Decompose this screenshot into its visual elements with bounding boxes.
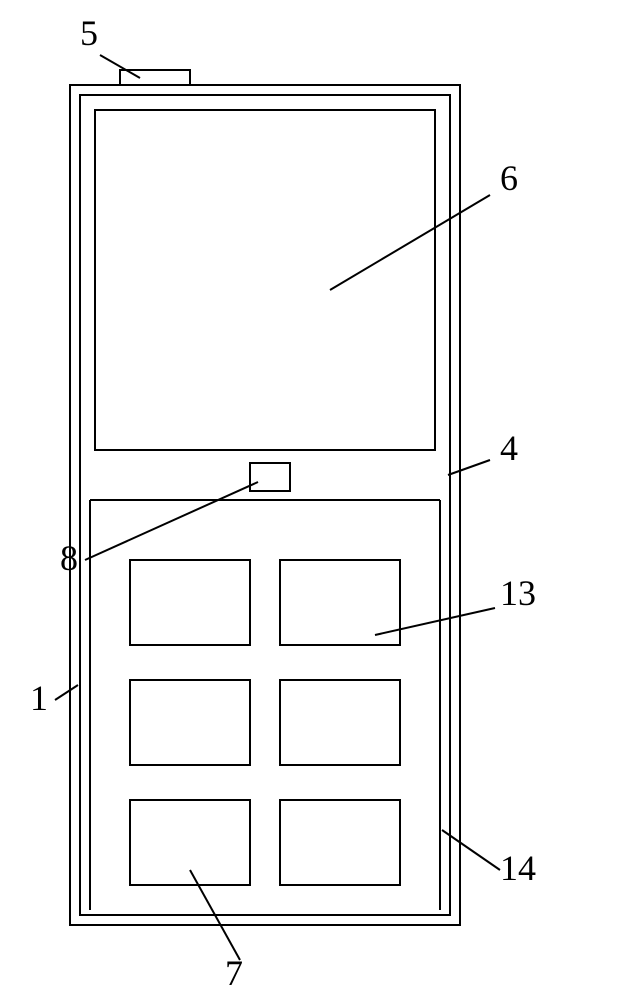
keypad-key xyxy=(280,680,400,765)
part-label-14: 14 xyxy=(500,848,536,888)
leader-line-8 xyxy=(85,482,258,560)
part-label-6: 6 xyxy=(500,158,518,198)
part-label-8: 8 xyxy=(60,538,78,578)
keypad-key xyxy=(130,800,250,885)
device-outer-shell xyxy=(70,85,460,925)
center-small-button xyxy=(250,463,290,491)
keypad-key xyxy=(280,560,400,645)
leader-line-4 xyxy=(448,460,490,475)
leader-line-6 xyxy=(330,195,490,290)
part-label-7: 7 xyxy=(225,953,243,993)
device-inner-shell xyxy=(80,95,450,915)
part-label-13: 13 xyxy=(500,573,536,613)
part-label-4: 4 xyxy=(500,428,518,468)
keypad-key xyxy=(130,680,250,765)
leader-line-1 xyxy=(55,685,78,700)
leader-line-13 xyxy=(375,608,495,635)
part-label-5: 5 xyxy=(80,13,98,53)
part-label-1: 1 xyxy=(30,678,48,718)
screen-area xyxy=(95,110,435,450)
keypad-key xyxy=(130,560,250,645)
keypad-key xyxy=(280,800,400,885)
